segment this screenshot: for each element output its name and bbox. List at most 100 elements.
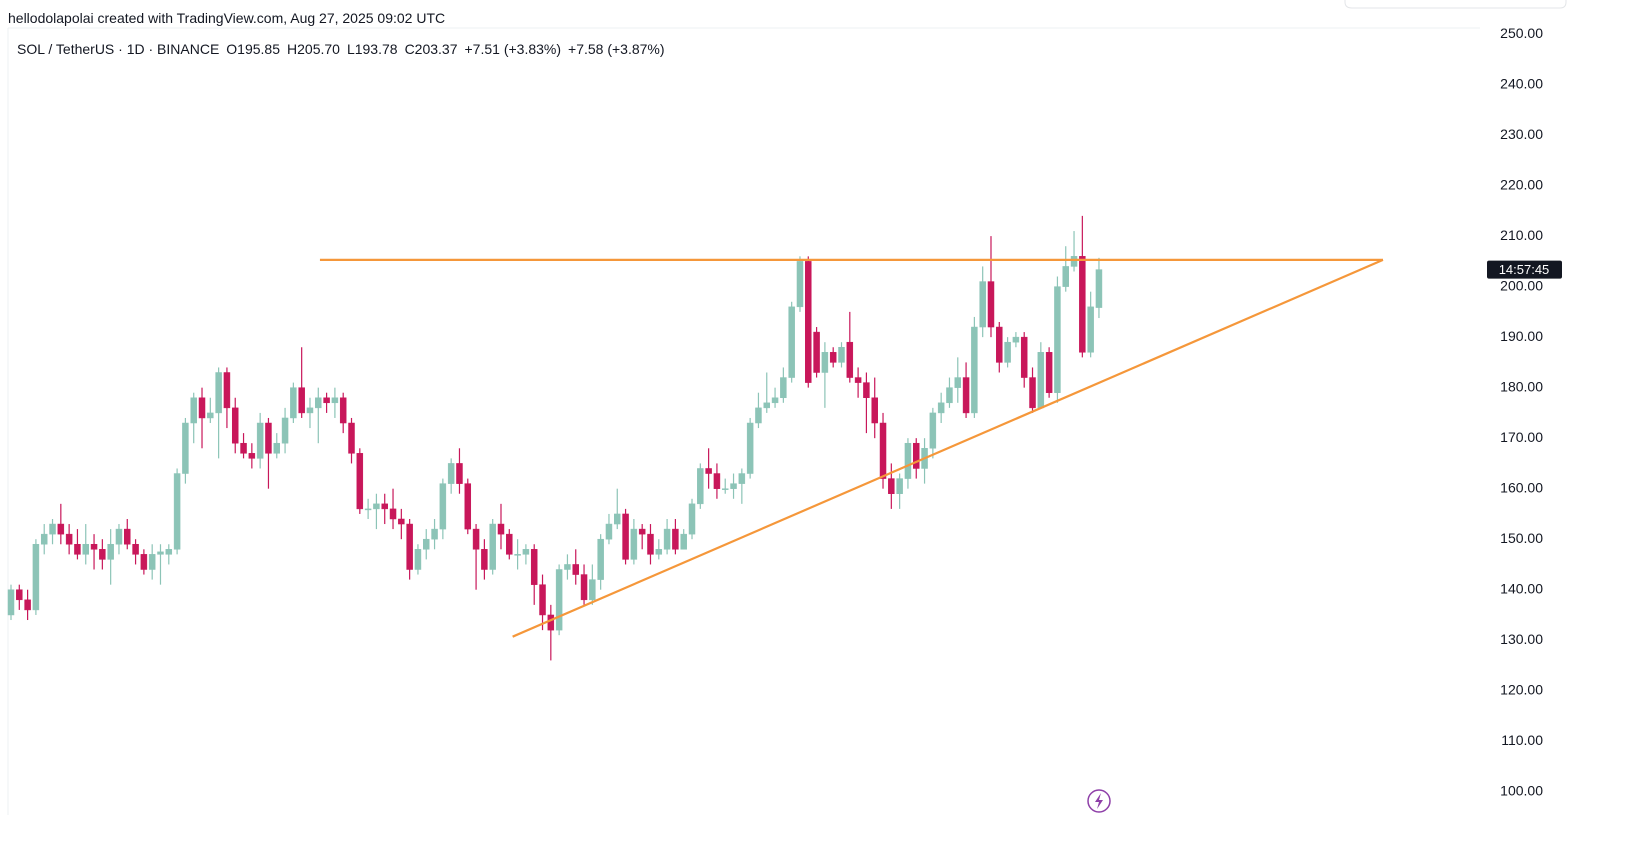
candle-body [647, 533, 654, 555]
candle-body [838, 346, 845, 363]
candle-body [398, 518, 405, 525]
candle-body [979, 281, 986, 328]
candle-body [638, 528, 646, 535]
candle-body [207, 412, 214, 419]
candle-body [655, 549, 663, 555]
legend-item: O195.85 [226, 41, 281, 57]
candle-body [373, 503, 380, 510]
candle-body [1079, 256, 1086, 353]
candle-body [1004, 341, 1011, 363]
candle-body [281, 417, 289, 444]
candle-body [298, 387, 305, 414]
candle-body [1054, 286, 1061, 393]
candle-body [937, 402, 945, 414]
candle-body [339, 397, 347, 424]
legend-item: +7.51 (+3.83%) [464, 41, 562, 57]
candle-body [888, 478, 895, 494]
candle-body [40, 533, 48, 545]
y-tick-label: 110.00 [1501, 732, 1543, 748]
candle-body [522, 549, 530, 555]
trendline [512, 258, 1384, 638]
candles [7, 215, 1103, 661]
symbol-legend: SOL / TetherUS · 1D · BINANCE O195.85 H205… [17, 41, 672, 57]
candle-body [65, 533, 73, 545]
y-tick-label: 220.00 [1500, 176, 1543, 192]
candle-body [356, 453, 364, 510]
candle-body [746, 422, 754, 474]
lightning-icon[interactable] [1087, 789, 1111, 813]
candle-body [140, 554, 148, 570]
legend-item: SOL / TetherUS · 1D · BINANCE [17, 41, 220, 57]
candle-body [1095, 269, 1103, 308]
candle-body [182, 422, 189, 474]
candle-body [464, 483, 472, 530]
candle-body [705, 468, 712, 474]
candle-body [755, 407, 762, 424]
candle-body [971, 326, 978, 414]
y-tick-label: 130.00 [1500, 631, 1543, 647]
candle-body [821, 352, 829, 373]
candle-body [57, 523, 65, 535]
candle-body [381, 503, 388, 510]
candle-body [90, 543, 98, 550]
candle-body [231, 407, 239, 444]
y-tick-label: 240.00 [1500, 75, 1543, 91]
candle-body [1020, 336, 1028, 378]
candle-body [124, 528, 131, 545]
candle-body [813, 331, 820, 373]
candle-body [697, 468, 704, 505]
candle-body [929, 412, 937, 449]
candle-body [730, 483, 737, 489]
legend-item: L193.78 [346, 41, 398, 57]
candle-body [863, 382, 870, 399]
candle-body [713, 473, 721, 489]
candle-body [16, 589, 23, 601]
candle-body [132, 543, 139, 555]
candle-body [829, 352, 837, 363]
candle-body [506, 533, 513, 555]
candle-body [223, 372, 231, 409]
candle-body [987, 281, 995, 328]
candle-body [622, 513, 629, 560]
candle-body [1012, 336, 1020, 343]
candle-body [32, 543, 40, 611]
y-tick-label: 160.00 [1500, 479, 1543, 495]
candle-body [1045, 352, 1053, 393]
candle-body [273, 442, 281, 454]
candle-body [597, 538, 604, 580]
candle-body [256, 422, 264, 459]
candle-body [805, 261, 812, 383]
legend-item: C203.37 [404, 41, 458, 57]
candle-body [962, 377, 970, 414]
candle-body [580, 574, 588, 601]
candle-body [572, 564, 579, 575]
candle-body [497, 523, 505, 535]
candle-body [780, 377, 787, 399]
y-tick-label: 180.00 [1500, 378, 1543, 394]
candle-body [996, 326, 1003, 363]
candle-body [854, 377, 862, 383]
candle-body [688, 503, 696, 535]
candle-body [680, 533, 687, 550]
candle-body [472, 528, 480, 550]
y-tick-label: 230.00 [1500, 126, 1543, 142]
candle-body [348, 422, 355, 454]
candle-body [896, 478, 903, 494]
candle-body [198, 397, 206, 419]
candle-body [547, 614, 555, 631]
candle-body [630, 528, 638, 560]
candle-body [555, 569, 563, 631]
candle-body [605, 523, 613, 540]
candle-body [589, 579, 596, 601]
candle-body [614, 513, 621, 525]
y-tick-label: 100.00 [1500, 782, 1543, 798]
candle-body [82, 543, 89, 555]
candle-body [24, 599, 31, 611]
candle-body [763, 402, 771, 409]
y-tick-label: 210.00 [1500, 227, 1543, 243]
candle-body [904, 442, 912, 479]
candle-body [796, 261, 804, 308]
legend-item: H205.70 [287, 41, 340, 57]
